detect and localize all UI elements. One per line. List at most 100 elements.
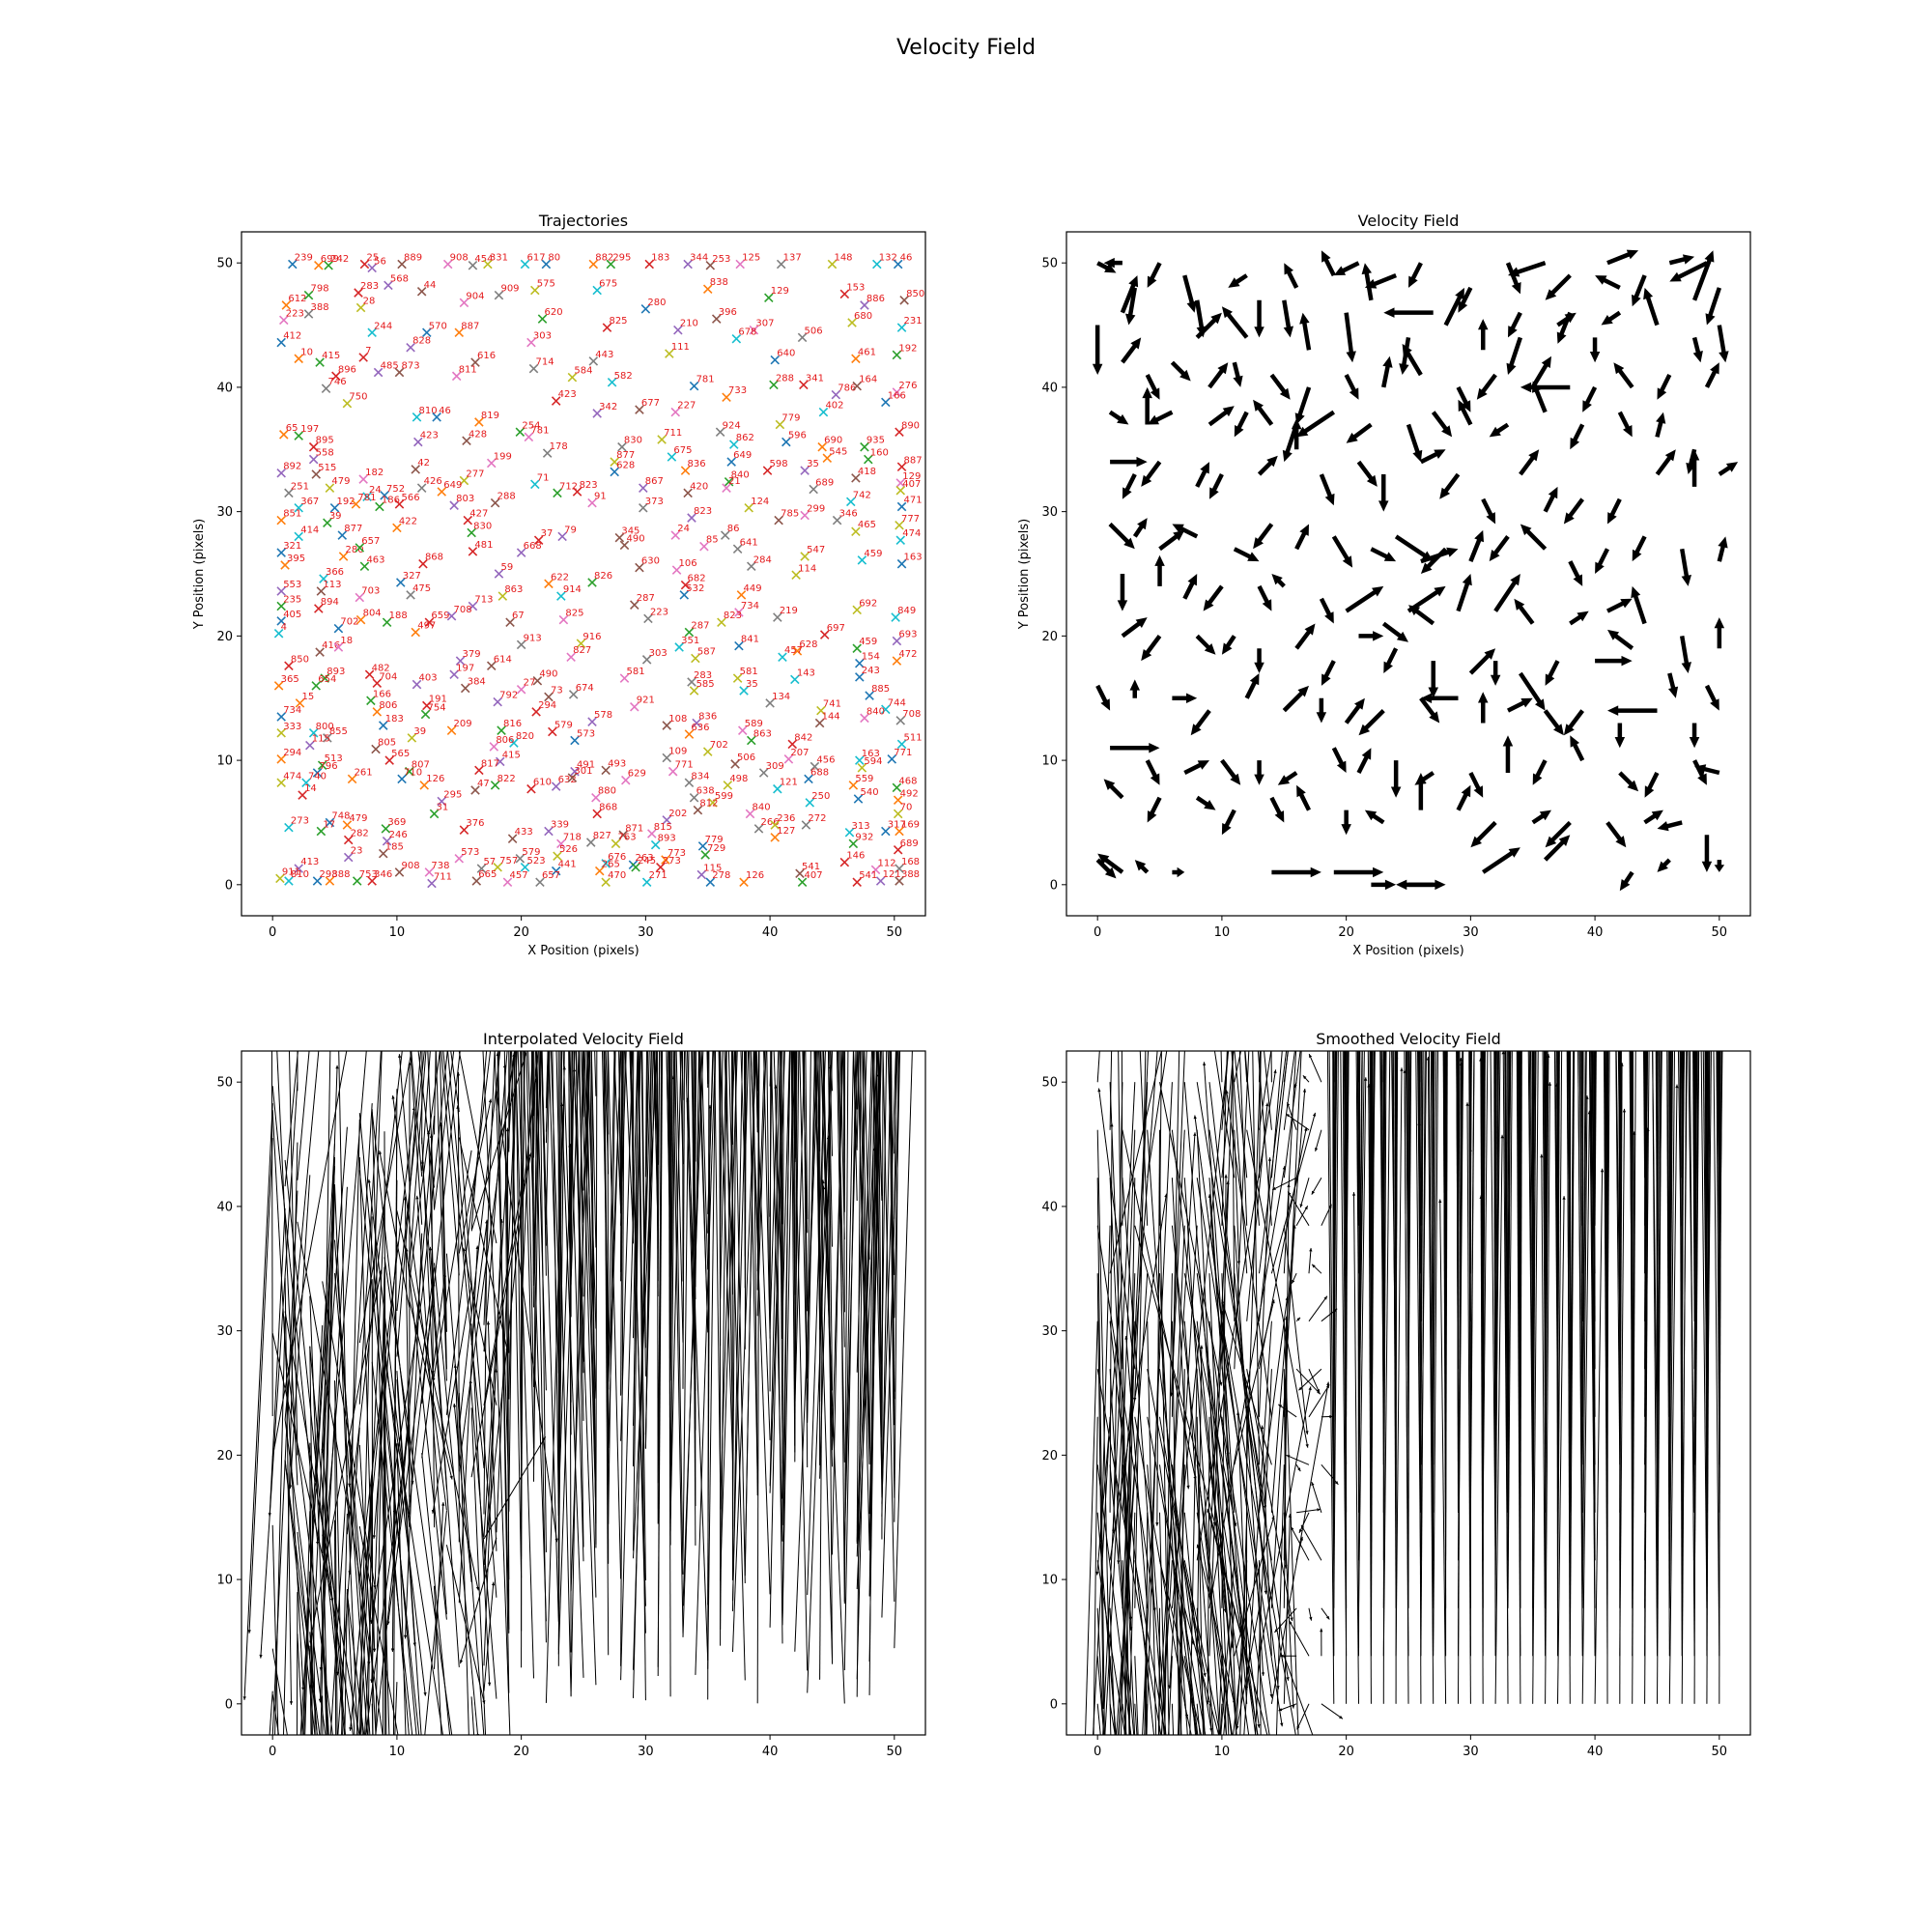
trajectory-point (308, 728, 319, 738)
trajectory-label: 345 (621, 526, 639, 537)
streak-arrow (1272, 1178, 1297, 1190)
streak-arrow (1480, 1051, 1484, 1417)
streak-arrow (1557, 1051, 1562, 1608)
trajectory-label: 594 (864, 756, 882, 767)
trajectory-label: 287 (637, 593, 655, 604)
velocity-arrow (1147, 796, 1162, 823)
streak-arrow (1134, 1656, 1139, 1735)
velocity-arrow (1668, 254, 1695, 266)
streak-arrow (558, 1051, 559, 1602)
velocity-arrow (1714, 860, 1725, 872)
trajectory-point (851, 526, 861, 536)
streak-arrow (744, 1051, 746, 1289)
trajectory-label: 893 (327, 667, 345, 677)
streak-arrow (1568, 1051, 1571, 1226)
streak-arrow (799, 1051, 808, 1401)
streak-arrow (359, 1526, 399, 1735)
velocity-arrow (1420, 693, 1459, 703)
trajectory-point (566, 652, 576, 663)
streak-arrow (1657, 1051, 1662, 1704)
streak-arrow (671, 1075, 684, 1634)
trajectory-label: 395 (287, 554, 305, 564)
trajectory-label: 886 (867, 294, 885, 304)
trajectory-point (355, 302, 366, 313)
streak-arrow (1220, 1051, 1223, 1083)
interpolated-field-xtick-label: 50 (887, 1745, 903, 1759)
trajectory-label: 649 (733, 450, 752, 461)
streak-arrow (1259, 1127, 1308, 1370)
streak-arrow (372, 1703, 374, 1735)
streak-arrow (669, 1051, 673, 1370)
streak-arrow (470, 1219, 489, 1346)
trajectory-label: 35 (807, 459, 819, 469)
streak-arrow (757, 1051, 760, 1704)
trajectory-point (730, 759, 740, 769)
streak-arrow (1358, 1077, 1368, 1608)
trajectory-point (355, 614, 366, 625)
trajectory-point (607, 377, 617, 387)
streak-arrow (781, 1051, 794, 1626)
trajectory-point (650, 839, 661, 850)
trajectory-label: 676 (608, 852, 626, 863)
streak-arrow (1172, 1051, 1185, 1370)
trajectory-point (351, 499, 361, 509)
trajectory-label: 235 (283, 594, 301, 605)
trajectory-point (662, 753, 672, 763)
streak-arrow (284, 1277, 294, 1705)
trajectory-label: 301 (574, 766, 592, 777)
streak-arrow (1097, 1607, 1104, 1735)
streak-arrow (838, 1051, 845, 1348)
trajectory-label: 492 (900, 788, 919, 799)
trajectory-label: 106 (679, 558, 697, 569)
velocity-arrow (1333, 867, 1384, 878)
trajectory-label: 273 (291, 816, 309, 827)
trajectory-point (553, 488, 562, 498)
trajectory-label: 678 (738, 327, 756, 338)
trajectory-point (744, 503, 753, 513)
velocity-arrow (1182, 574, 1198, 600)
trajectory-point (567, 372, 578, 383)
trajectory-point (587, 578, 597, 587)
trajectories-frame (241, 231, 926, 917)
trajectory-label: 584 (574, 366, 592, 377)
streak-arrow (424, 1510, 447, 1735)
streak-arrow (1287, 1102, 1297, 1130)
trajectory-label: 868 (425, 553, 443, 563)
streak-arrow (1193, 1115, 1235, 1417)
trajectory-label: 741 (823, 699, 841, 710)
trajectory-label: 868 (599, 802, 617, 812)
streak-arrow (429, 1134, 435, 1528)
streak-arrow (434, 1051, 454, 1210)
streak-arrow (289, 1051, 298, 1456)
trajectory-point (294, 503, 303, 513)
velocity-field-xtick-label: 20 (1338, 925, 1354, 940)
trajectory-label: 911 (282, 867, 300, 877)
trajectory-label: 114 (798, 563, 816, 574)
streak-arrow (1284, 1051, 1289, 1083)
streak-arrow (1284, 1225, 1309, 1435)
streak-arrow (330, 1475, 348, 1735)
trajectory-point (870, 865, 881, 875)
trajectory-point (852, 643, 862, 654)
velocity-arrow (1396, 879, 1434, 891)
trajectory-point (585, 838, 596, 847)
smoothed-field-frame (1065, 1050, 1751, 1736)
streak-arrow (1494, 1051, 1496, 1083)
streak-arrow (1529, 1051, 1533, 1465)
trajectory-label: 479 (331, 476, 350, 487)
trajectory-label: 702 (710, 740, 728, 751)
streak-arrow (1717, 1051, 1719, 1226)
streak-arrow (639, 1051, 646, 1580)
streak-arrow (459, 1098, 493, 1254)
trajectory-label: 771 (894, 748, 912, 758)
streak-arrow (1358, 1051, 1359, 1083)
trajectory-point (693, 805, 703, 815)
streak-arrow (1483, 1051, 1485, 1179)
trajectory-label: 471 (904, 495, 923, 505)
trajectory-point (544, 826, 554, 837)
trajectory-point (288, 259, 298, 270)
interpolated-field-xtick-label: 30 (638, 1745, 654, 1759)
streak-arrow (1284, 1051, 1302, 1417)
streak-arrow (1259, 1051, 1289, 1321)
trajectory-label: 888 (331, 869, 350, 880)
